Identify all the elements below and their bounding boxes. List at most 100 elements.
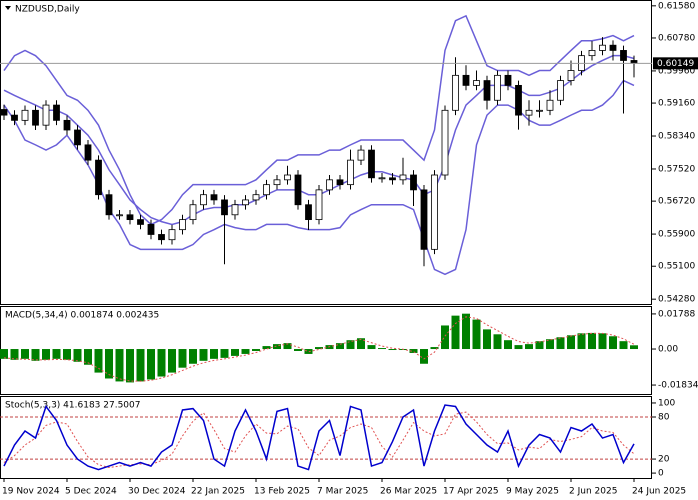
macd-bar bbox=[378, 348, 386, 350]
y-tick-label: 0.57520 bbox=[658, 164, 695, 174]
candle-body bbox=[441, 109, 449, 176]
macd-bar bbox=[504, 340, 512, 350]
macd-bar bbox=[0, 349, 8, 359]
candle-body bbox=[242, 199, 249, 206]
macd-bar bbox=[556, 337, 565, 350]
macd-title: MACD(5,34,4) 0.001874 0.002435 bbox=[5, 311, 159, 321]
stoch-signal bbox=[3, 411, 635, 468]
candle-body bbox=[126, 214, 134, 221]
x-tick-label: 2 Jun 2025 bbox=[569, 487, 617, 497]
macd-bar bbox=[409, 349, 418, 353]
candle-body bbox=[137, 219, 144, 225]
candle-body bbox=[284, 174, 291, 181]
macd-bar bbox=[126, 349, 134, 383]
candle-body bbox=[336, 179, 344, 186]
macd-bar bbox=[420, 349, 428, 364]
macd-bar bbox=[609, 336, 617, 350]
candle-body bbox=[599, 44, 606, 51]
candle-body bbox=[179, 219, 186, 231]
macd-bar bbox=[199, 349, 208, 361]
candle-body bbox=[210, 194, 218, 201]
candle-body bbox=[32, 109, 39, 126]
candle-body bbox=[588, 50, 596, 57]
macd-bar bbox=[493, 334, 502, 350]
macd-bar bbox=[451, 315, 460, 350]
y-tick-label: 0.59160 bbox=[658, 99, 695, 109]
candle-body bbox=[263, 184, 270, 196]
y-tick-label: 0.61580 bbox=[658, 1, 695, 11]
menu-triangle bbox=[5, 6, 11, 10]
macd-bar bbox=[157, 349, 166, 377]
candle-body bbox=[105, 194, 113, 216]
candle-body bbox=[326, 179, 333, 191]
macd-bar bbox=[63, 349, 71, 360]
current-price-box bbox=[653, 57, 698, 70]
x-tick-label: 19 Nov 2024 bbox=[2, 487, 60, 497]
candle-body bbox=[231, 204, 239, 216]
macd-bar bbox=[147, 349, 155, 380]
candle-body bbox=[116, 214, 123, 217]
macd-bar bbox=[430, 347, 439, 350]
macd-bar bbox=[168, 349, 176, 373]
y-tick-label: 80 bbox=[658, 412, 670, 422]
candle-body bbox=[74, 129, 81, 146]
candle-body bbox=[168, 229, 176, 241]
y-tick-label: 0.56720 bbox=[658, 197, 695, 207]
x-tick-label: 7 Mar 2025 bbox=[317, 487, 368, 497]
macd-bar bbox=[84, 349, 92, 365]
macd-bar bbox=[462, 313, 470, 350]
candle-body bbox=[420, 189, 428, 250]
macd-bar bbox=[31, 349, 40, 361]
y-tick-label: 0 bbox=[658, 469, 664, 479]
macd-bar bbox=[525, 344, 533, 350]
candle-body bbox=[546, 99, 554, 111]
macd-bar bbox=[346, 340, 355, 350]
y-tick-label: 0.01788 bbox=[658, 309, 695, 319]
y-tick-label: 100 bbox=[658, 398, 675, 408]
x-tick-label: 30 Dec 2024 bbox=[128, 487, 186, 497]
x-tick-label: 24 Jun 2025 bbox=[632, 487, 686, 497]
candle-body bbox=[11, 114, 18, 121]
macd-bar bbox=[21, 349, 29, 359]
macd-bar bbox=[598, 333, 607, 350]
macd-bar bbox=[567, 335, 575, 350]
candle-body bbox=[378, 177, 386, 180]
macd-signal bbox=[3, 316, 635, 382]
macd-bar bbox=[252, 349, 260, 351]
y-tick-label: 0.60780 bbox=[658, 33, 695, 43]
macd-bar bbox=[178, 349, 187, 368]
candle-body bbox=[567, 70, 575, 81]
y-tick-label: 0.59960 bbox=[658, 66, 695, 76]
candle-body bbox=[620, 50, 627, 61]
candle-body bbox=[504, 74, 512, 86]
macd-bar bbox=[73, 349, 82, 362]
bollinger-upper bbox=[3, 14, 635, 226]
candle-body bbox=[462, 74, 470, 86]
macd-bar bbox=[294, 349, 302, 351]
candle-body bbox=[357, 149, 365, 161]
macd-bar bbox=[210, 349, 218, 359]
candle-body bbox=[53, 104, 60, 121]
candle-body bbox=[158, 234, 165, 241]
x-tick-label: 5 Dec 2024 bbox=[65, 487, 117, 497]
x-tick-label: 9 May 2025 bbox=[506, 487, 559, 497]
x-tick-label: 22 Jan 2025 bbox=[191, 487, 245, 497]
candle-body bbox=[452, 74, 459, 111]
candle-body bbox=[525, 109, 533, 116]
macd-bar bbox=[388, 349, 397, 351]
candle-body bbox=[473, 80, 480, 86]
x-tick-label: 13 Feb 2025 bbox=[254, 487, 310, 497]
macd-bar bbox=[52, 349, 61, 359]
y-tick-label: 0.58340 bbox=[658, 132, 695, 142]
macd-bar bbox=[42, 349, 50, 360]
candle-body bbox=[84, 144, 92, 161]
candle-body bbox=[347, 159, 354, 186]
candle-body bbox=[389, 177, 396, 181]
candle-body bbox=[63, 119, 71, 131]
macd-bar bbox=[483, 329, 491, 350]
macd-bar bbox=[273, 344, 281, 350]
main-title: NZDUSD,Daily bbox=[15, 5, 80, 15]
macd-bar bbox=[441, 325, 449, 350]
candle-body bbox=[315, 189, 323, 221]
